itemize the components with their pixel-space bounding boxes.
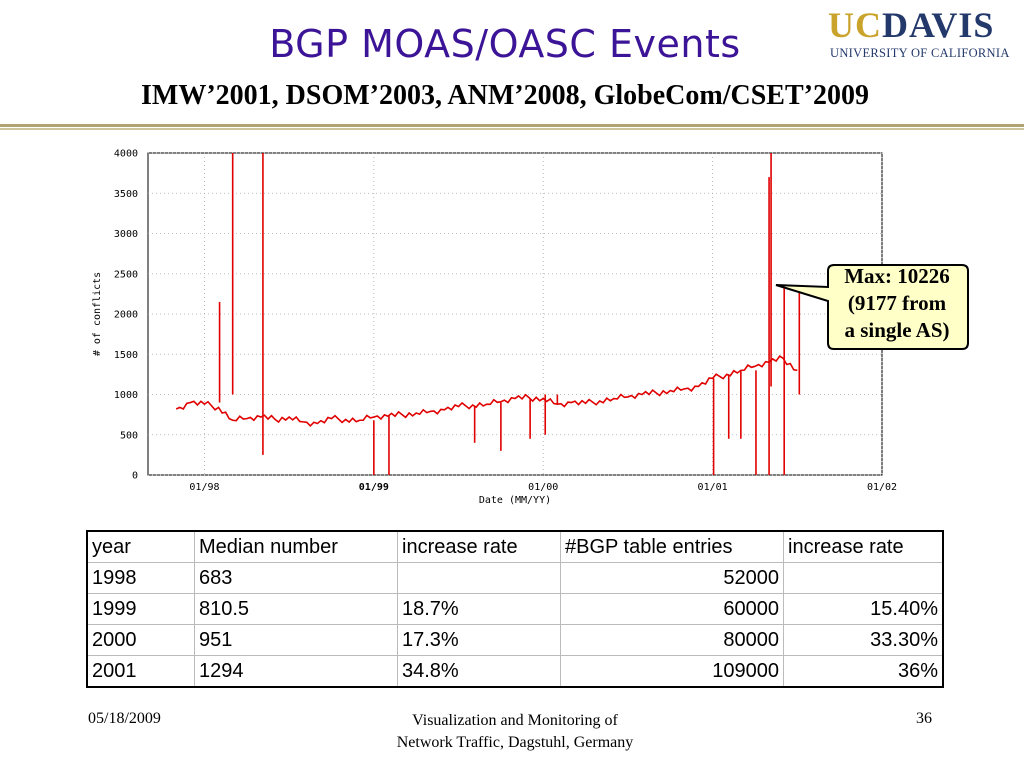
header-rule-light xyxy=(0,128,1024,130)
header-cell: #BGP table entries xyxy=(560,530,784,563)
increase-rate-cell: 17.3% xyxy=(397,624,561,656)
page-number: 36 xyxy=(916,710,932,727)
callout-bubble xyxy=(775,264,969,350)
bgp-entries-cell: 60000 xyxy=(560,593,784,625)
callout-line: a single AS) xyxy=(844,318,950,342)
conflicts-chart: 0 500 1000 1500 2000 2500 3000 3500 4000 01/98 01/… xyxy=(92,149,897,507)
median-table: year Median number increase rate #BGP ta… xyxy=(86,530,944,688)
y-tick-label: 4000 xyxy=(114,149,138,160)
ucdavis-logo: UCDAVIS UNIVERSITY OF CALIFORNIA xyxy=(828,6,1018,66)
increase-rate-cell xyxy=(397,562,561,594)
year-cell: 1998 xyxy=(86,562,195,594)
bgp-increase-cell xyxy=(783,562,944,594)
slide-title: BGP MOAS/OASC Events xyxy=(269,22,741,66)
median-cell: 951 xyxy=(194,624,398,656)
y-tick-label: 1000 xyxy=(114,390,138,401)
slide-subtitle: IMW’2001, DSOM’2003, ANM’2008, GlobeCom/… xyxy=(141,80,869,111)
x-axis-label: Date (MM/YY) xyxy=(479,495,551,506)
footer-line: Visualization and Monitoring of xyxy=(412,712,618,729)
table-header-row: year Median number increase rate #BGP ta… xyxy=(86,530,944,563)
median-cell: 810.5 xyxy=(194,593,398,625)
callout-line: (9177 from xyxy=(847,291,947,315)
callout-text: Max: 10226 (9177 from a single AS) xyxy=(826,263,968,344)
header-cell: Median number xyxy=(194,530,398,563)
max-callout: Max: 10226 (9177 from a single AS) xyxy=(775,257,969,353)
x-tick-label: 01/02 xyxy=(867,482,897,493)
table-row: 2000 951 17.3% 80000 33.30% xyxy=(86,624,944,656)
y-tick-label: 0 xyxy=(132,471,138,482)
footer-date: 05/18/2009 xyxy=(88,710,161,727)
bgp-increase-cell: 15.40% xyxy=(783,593,944,625)
footer-event: Visualization and Monitoring of Network … xyxy=(340,710,690,754)
bgp-entries-cell: 80000 xyxy=(560,624,784,656)
year-cell: 1999 xyxy=(86,593,195,625)
y-tick-label: 2500 xyxy=(114,269,138,280)
logo-uc-text: UC xyxy=(828,5,882,45)
year-cell: 2000 xyxy=(86,624,195,656)
y-tick-label: 3000 xyxy=(114,229,138,240)
bgp-increase-cell: 33.30% xyxy=(783,624,944,656)
y-tick-label: 2000 xyxy=(114,310,138,321)
logo-wordmark: UCDAVIS xyxy=(828,6,994,44)
logo-subtitle: UNIVERSITY OF CALIFORNIA xyxy=(830,46,1010,60)
y-tick-label: 3500 xyxy=(114,189,138,200)
bgp-entries-cell: 109000 xyxy=(560,655,784,688)
y-axis-label: # of conflicts xyxy=(92,272,103,356)
year-cell: 2001 xyxy=(86,655,195,688)
x-tick-label: 01/99 xyxy=(359,482,389,493)
y-tick-label: 1500 xyxy=(114,350,138,361)
table-row: 1998 683 52000 xyxy=(86,562,944,594)
logo-davis-text: DAVIS xyxy=(882,5,995,45)
header-cell: year xyxy=(86,530,195,563)
increase-rate-cell: 34.8% xyxy=(397,655,561,688)
conflicts-series-line xyxy=(175,355,798,428)
plot-frame xyxy=(147,152,883,476)
bgp-increase-cell: 36% xyxy=(783,655,944,688)
header-cell: increase rate xyxy=(783,530,944,563)
x-tick-label: 01/01 xyxy=(698,482,728,493)
increase-rate-cell: 18.7% xyxy=(397,593,561,625)
bgp-entries-cell: 52000 xyxy=(560,562,784,594)
callout-line: Max: 10226 xyxy=(844,264,950,288)
x-tick-label: 01/00 xyxy=(528,482,558,493)
median-cell: 683 xyxy=(194,562,398,594)
header-cell: increase rate xyxy=(397,530,561,563)
x-tick-label: 01/98 xyxy=(189,482,219,493)
table-row: 1999 810.5 18.7% 60000 15.40% xyxy=(86,593,944,625)
callout-shape xyxy=(775,264,969,350)
median-cell: 1294 xyxy=(194,655,398,688)
y-tick-label: 500 xyxy=(120,430,138,441)
header-rule xyxy=(0,124,1024,127)
table-row: 2001 1294 34.8% 109000 36% xyxy=(86,655,944,688)
footer-line: Network Traffic, Dagstuhl, Germany xyxy=(396,734,634,751)
